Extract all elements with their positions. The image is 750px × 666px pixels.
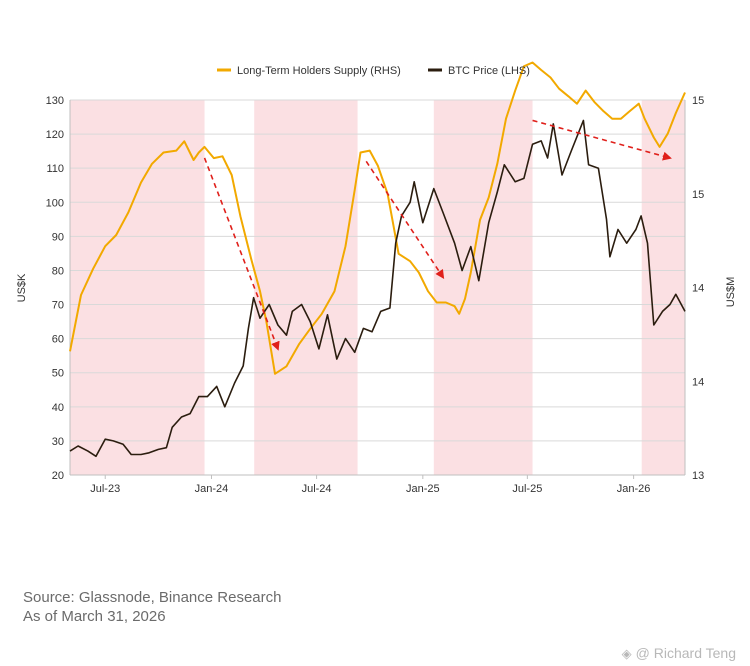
source-line: Source: Glassnode, Binance Research	[23, 589, 282, 606]
shaded-period-1	[70, 100, 205, 475]
x-tick-label: Jul-24	[302, 483, 332, 495]
trend-arrow-3	[532, 119, 672, 161]
y-left-tick-label: 60	[52, 334, 64, 346]
y-left-tick-label: 110	[46, 163, 64, 175]
y-axis-right-title: US$M	[725, 277, 737, 308]
y-left-tick-label: 20	[52, 470, 64, 482]
axes: 20 30 40 50 60 70 80 90 100 110 120 130 13 14 14 15 15 Ju…	[46, 95, 705, 495]
btc-price-line	[69, 119, 686, 458]
shaded-period-2	[254, 100, 358, 475]
y-right-tick-label: 14	[692, 283, 704, 295]
y-left-tick-label: 70	[52, 300, 64, 312]
y-left-tick-label: 80	[52, 265, 64, 277]
trend-arrows	[203, 119, 672, 351]
gridlines	[70, 99, 685, 476]
x-tick-label: Jul-23	[90, 483, 120, 495]
source-note: Source: Glassnode, Binance Research As o…	[23, 588, 281, 626]
x-tick-label: Jan-24	[195, 483, 229, 495]
trend-arrow-2	[365, 160, 445, 279]
shaded-period-3	[433, 100, 533, 475]
x-tick-label: Jan-25	[406, 483, 440, 495]
legend: Long-Term Holders Supply (RHS) BTC Price…	[217, 65, 530, 77]
series-lines	[69, 61, 686, 458]
y-left-tick-label: 100	[46, 197, 64, 209]
y-left-tick-label: 50	[52, 368, 64, 380]
shaded-periods	[70, 100, 685, 475]
watermark: ◈ @ Richard Teng	[622, 645, 736, 662]
binance-logo-icon: ◈	[621, 646, 632, 661]
legend-label-btc: BTC Price (LHS)	[448, 65, 530, 77]
y-left-tick-label: 90	[52, 231, 64, 243]
y-right-tick-label: 15	[692, 189, 704, 201]
y-left-tick-label: 120	[46, 129, 64, 141]
y-left-tick-label: 40	[52, 402, 64, 414]
x-tick-label: Jan-26	[617, 483, 651, 495]
trend-arrow-1	[203, 157, 280, 351]
y-left-tick-label: 130	[46, 95, 64, 107]
shaded-period-4	[641, 100, 685, 475]
y-axis-left-title: US$K	[16, 273, 28, 302]
as-of-line: As of March 31, 2026	[23, 608, 166, 625]
y-right-tick-label: 14	[692, 376, 704, 388]
y-left-tick-label: 30	[52, 436, 64, 448]
legend-label-lth: Long-Term Holders Supply (RHS)	[237, 65, 401, 77]
x-tick-label: Jul-25	[512, 483, 542, 495]
y-right-tick-label: 15	[692, 95, 704, 107]
chart: 20 30 40 50 60 70 80 90 100 110 120 130 13 14 14 15 15 Ju…	[16, 61, 737, 495]
watermark-text: @ Richard Teng	[635, 645, 736, 661]
y-right-tick-label: 13	[692, 470, 704, 482]
lth-supply-line	[69, 61, 686, 375]
